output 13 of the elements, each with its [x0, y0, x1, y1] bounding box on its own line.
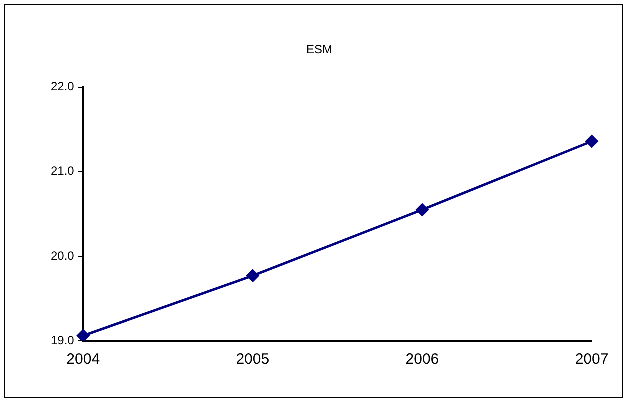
x-tick-label: 2006	[406, 351, 440, 368]
x-tick-label: 2007	[575, 351, 609, 368]
y-tick-label: 19.0	[50, 333, 75, 348]
point	[77, 330, 90, 341]
y-tick-label: 22.0	[50, 80, 75, 94]
point	[586, 135, 598, 148]
y-tick-label: 20.0	[50, 248, 75, 263]
y-tick-label: 21.0	[50, 164, 75, 178]
chart-title: ESM	[306, 42, 333, 57]
point	[246, 270, 260, 282]
x-tick-label: 2005	[236, 351, 270, 368]
x-tick-label: 2004	[66, 351, 100, 368]
point	[416, 204, 429, 216]
